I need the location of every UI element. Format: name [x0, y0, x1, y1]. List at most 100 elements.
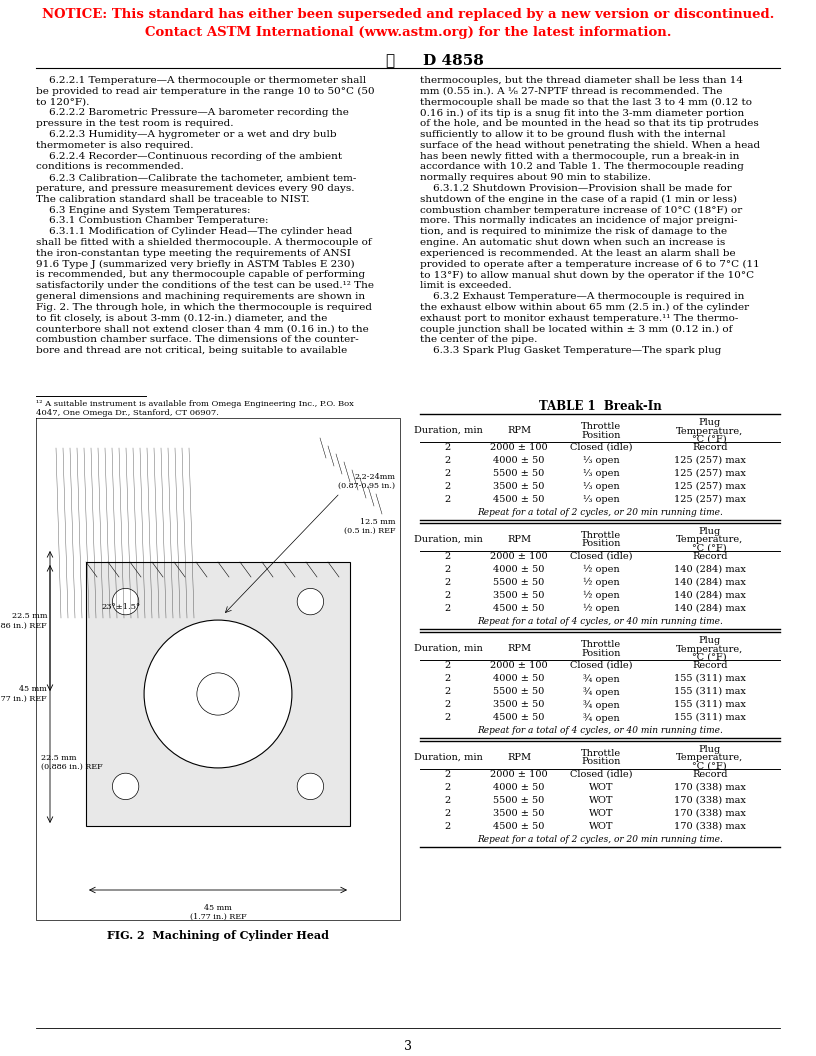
Text: 6.3.2 Exhaust Temperature—A thermocouple is required in: 6.3.2 Exhaust Temperature—A thermocouple…	[420, 293, 744, 301]
Text: 140 (284) max: 140 (284) max	[674, 604, 746, 612]
Text: 2000 ± 100: 2000 ± 100	[490, 444, 548, 452]
Text: bore and thread are not critical, being suitable to available: bore and thread are not critical, being …	[36, 346, 348, 355]
Text: 4000 ± 50: 4000 ± 50	[494, 456, 545, 465]
Text: accordance with 10.2 and Table 1. The thermocouple reading: accordance with 10.2 and Table 1. The th…	[420, 163, 744, 171]
Circle shape	[113, 773, 139, 799]
Text: ¾ open: ¾ open	[583, 674, 619, 683]
Text: sufficiently to allow it to be ground flush with the internal: sufficiently to allow it to be ground fl…	[420, 130, 725, 139]
Text: 5500 ± 50: 5500 ± 50	[494, 687, 544, 696]
Text: combustion chamber temperature increase of 10°C (18°F) or: combustion chamber temperature increase …	[420, 206, 743, 214]
Text: ¾ open: ¾ open	[583, 700, 619, 710]
Text: 3500 ± 50: 3500 ± 50	[494, 700, 545, 709]
Text: ⅓ open: ⅓ open	[583, 456, 619, 465]
Text: Duration, min: Duration, min	[414, 644, 482, 653]
Text: 22.5 mm
(0.886 in.) REF: 22.5 mm (0.886 in.) REF	[41, 754, 103, 771]
Text: Fig. 2. The through hole, in which the thermocouple is required: Fig. 2. The through hole, in which the t…	[36, 303, 372, 312]
Text: 4500 ± 50: 4500 ± 50	[494, 604, 545, 612]
Text: ¾ open: ¾ open	[583, 687, 619, 697]
Text: 5500 ± 50: 5500 ± 50	[494, 469, 544, 478]
Text: 2: 2	[445, 495, 451, 504]
Text: of the hole, and be mounted in the head so that its tip protrudes: of the hole, and be mounted in the head …	[420, 119, 759, 128]
Text: 4500 ± 50: 4500 ± 50	[494, 495, 545, 504]
Text: 2000 ± 100: 2000 ± 100	[490, 770, 548, 779]
Text: Closed (idle): Closed (idle)	[570, 770, 632, 779]
Text: 6.2.2.4 Recorder—Continuous recording of the ambient: 6.2.2.4 Recorder—Continuous recording of…	[36, 152, 342, 161]
Text: exhaust port to monitor exhaust temperature.¹¹ The thermo-: exhaust port to monitor exhaust temperat…	[420, 314, 738, 322]
Text: more. This normally indicates an incidence of major preigni-: more. This normally indicates an inciden…	[420, 216, 738, 225]
Text: counterbore shall not extend closer than 4 mm (0.16 in.) to the: counterbore shall not extend closer than…	[36, 324, 369, 334]
Text: provided to operate after a temperature increase of 6 to 7°C (11: provided to operate after a temperature …	[420, 260, 760, 268]
Text: 4000 ± 50: 4000 ± 50	[494, 674, 545, 683]
Text: Record: Record	[692, 552, 728, 561]
Text: 170 (338) max: 170 (338) max	[674, 809, 746, 818]
Text: 45 mm
(1.77 in.) REF: 45 mm (1.77 in.) REF	[189, 904, 246, 921]
Text: 2000 ± 100: 2000 ± 100	[490, 661, 548, 670]
Text: 2: 2	[445, 822, 451, 831]
Text: 125 (257) max: 125 (257) max	[674, 456, 746, 465]
Text: °C (°F): °C (°F)	[693, 653, 727, 662]
Text: 23°±1.5°: 23°±1.5°	[101, 603, 140, 611]
Text: The calibration standard shall be traceable to NIST.: The calibration standard shall be tracea…	[36, 194, 309, 204]
Text: the center of the pipe.: the center of the pipe.	[420, 335, 538, 344]
Text: 6.3.1 Combustion Chamber Temperature:: 6.3.1 Combustion Chamber Temperature:	[36, 216, 268, 225]
Text: shutdown of the engine in the case of a rapid (1 min or less): shutdown of the engine in the case of a …	[420, 194, 737, 204]
Text: 3: 3	[404, 1040, 412, 1053]
Text: Repeat for a total of 2 cycles, or 20 min running time.: Repeat for a total of 2 cycles, or 20 mi…	[477, 835, 723, 844]
Text: normally requires about 90 min to stabilize.: normally requires about 90 min to stabil…	[420, 173, 651, 183]
Text: 2: 2	[445, 700, 451, 709]
Circle shape	[144, 620, 292, 768]
Text: 140 (284) max: 140 (284) max	[674, 591, 746, 600]
Text: RPM: RPM	[507, 535, 531, 544]
Text: Contact ASTM International (www.astm.org) for the latest information.: Contact ASTM International (www.astm.org…	[144, 26, 672, 39]
Text: 4000 ± 50: 4000 ± 50	[494, 782, 545, 792]
Text: Record: Record	[692, 770, 728, 779]
Text: °C (°F): °C (°F)	[693, 544, 727, 553]
Text: 170 (338) max: 170 (338) max	[674, 822, 746, 831]
Text: 2: 2	[445, 770, 451, 779]
Text: 4047, One Omega Dr., Stanford, CT 06907.: 4047, One Omega Dr., Stanford, CT 06907.	[36, 409, 219, 417]
Text: NOTICE: This standard has either been superseded and replaced by a new version o: NOTICE: This standard has either been su…	[42, 8, 774, 21]
Text: 6.3 Engine and System Temperatures:: 6.3 Engine and System Temperatures:	[36, 206, 251, 214]
Text: mm (0.55 in.). A ⅛ 27-NPTF thread is recommended. The: mm (0.55 in.). A ⅛ 27-NPTF thread is rec…	[420, 87, 722, 96]
Text: thermocouples, but the thread diameter shall be less than 14: thermocouples, but the thread diameter s…	[420, 76, 743, 84]
Text: the iron-constantan type meeting the requirements of ANSI: the iron-constantan type meeting the req…	[36, 249, 351, 258]
Text: Position: Position	[581, 540, 621, 548]
Text: °C (°F): °C (°F)	[693, 762, 727, 771]
Text: 6.2.2.2 Barometric Pressure—A barometer recording the: 6.2.2.2 Barometric Pressure—A barometer …	[36, 109, 349, 117]
Text: 2: 2	[445, 809, 451, 818]
Text: 4000 ± 50: 4000 ± 50	[494, 565, 545, 574]
Text: conditions is recommended.: conditions is recommended.	[36, 163, 184, 171]
Text: 3500 ± 50: 3500 ± 50	[494, 482, 545, 491]
Text: Closed (idle): Closed (idle)	[570, 661, 632, 670]
Text: ½ open: ½ open	[583, 565, 619, 574]
Text: 4500 ± 50: 4500 ± 50	[494, 713, 545, 722]
Text: RPM: RPM	[507, 644, 531, 653]
Text: D 4858: D 4858	[423, 54, 484, 68]
Text: Temperature,: Temperature,	[676, 427, 743, 435]
Text: has been newly fitted with a thermocouple, run a break-in in: has been newly fitted with a thermocoupl…	[420, 152, 739, 161]
Text: couple junction shall be located within ± 3 mm (0.12 in.) of: couple junction shall be located within …	[420, 324, 733, 334]
Text: Plug: Plug	[698, 744, 721, 754]
Text: 6.2.2.3 Humidity—A hygrometer or a wet and dry bulb: 6.2.2.3 Humidity—A hygrometer or a wet a…	[36, 130, 337, 139]
Text: Duration, min: Duration, min	[414, 426, 482, 435]
Text: Ⓚ: Ⓚ	[385, 54, 395, 68]
Text: Plug: Plug	[698, 636, 721, 645]
Text: general dimensions and machining requirements are shown in: general dimensions and machining require…	[36, 293, 365, 301]
Text: 2: 2	[445, 674, 451, 683]
Text: surface of the head without penetrating the shield. When a head: surface of the head without penetrating …	[420, 140, 761, 150]
Text: 0.16 in.) of its tip is a snug fit into the 3-mm diameter portion: 0.16 in.) of its tip is a snug fit into …	[420, 109, 744, 117]
Text: 12.5 mm
(0.5 in.) REF: 12.5 mm (0.5 in.) REF	[344, 518, 395, 535]
Text: limit is exceeded.: limit is exceeded.	[420, 281, 512, 290]
Text: 2: 2	[445, 565, 451, 574]
Text: FIG. 2  Machining of Cylinder Head: FIG. 2 Machining of Cylinder Head	[107, 930, 329, 941]
Text: Throttle: Throttle	[581, 422, 621, 431]
Text: engine. An automatic shut down when such an increase is: engine. An automatic shut down when such…	[420, 238, 725, 247]
Text: 2: 2	[445, 591, 451, 600]
Text: RPM: RPM	[507, 753, 531, 762]
Text: ¹² A suitable instrument is available from Omega Engineering Inc., P.O. Box: ¹² A suitable instrument is available fr…	[36, 400, 354, 408]
Text: perature, and pressure measurement devices every 90 days.: perature, and pressure measurement devic…	[36, 184, 354, 193]
Text: be provided to read air temperature in the range 10 to 50°C (50: be provided to read air temperature in t…	[36, 87, 375, 96]
Text: 22.5 mm
(0.886 in.) REF: 22.5 mm (0.886 in.) REF	[0, 612, 47, 629]
Text: the exhaust elbow within about 65 mm (2.5 in.) of the cylinder: the exhaust elbow within about 65 mm (2.…	[420, 303, 749, 312]
Text: WOT: WOT	[588, 809, 613, 818]
